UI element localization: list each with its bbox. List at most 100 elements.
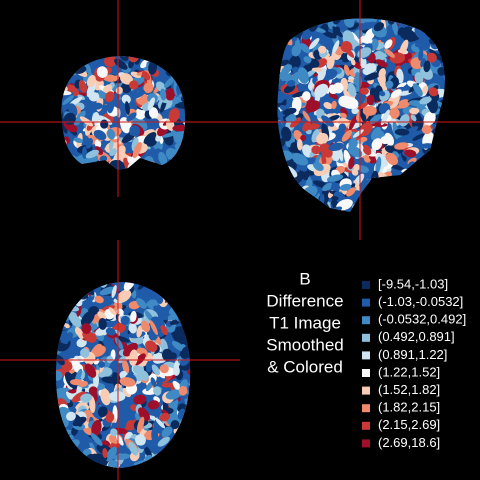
legend-label: [-9.54,-1.03]: [378, 276, 448, 291]
slice-patch: [61, 160, 70, 170]
slice-patch: [91, 419, 102, 437]
brain-slice: [55, 282, 191, 468]
slice-patch: [59, 444, 72, 450]
slice-patch: [411, 196, 424, 208]
slice-patch: [61, 157, 65, 168]
slice-patch: [445, 195, 455, 209]
slice-patch: [307, 207, 318, 213]
slice-patch: [386, 188, 394, 201]
slice-patch: [55, 437, 59, 444]
slice-patch: [171, 340, 186, 352]
slice-patch: [58, 302, 73, 313]
slice-patch: [445, 82, 459, 101]
slice-patch: [419, 143, 433, 149]
slice-patch: [322, 182, 333, 192]
slice-patch: [148, 61, 158, 75]
slice-patch: [395, 104, 409, 109]
slice-patch: [71, 56, 77, 65]
slice-patch: [61, 65, 68, 75]
legend-swatch: [362, 281, 370, 289]
slice-patch: [379, 90, 386, 97]
slice-patch: [432, 36, 445, 43]
slice-patch: [372, 190, 382, 205]
slice-patch: [55, 450, 66, 462]
slice-patch: [437, 170, 445, 180]
slice-patch: [347, 145, 363, 158]
slice-patch: [55, 317, 62, 336]
slice-patch: [179, 162, 186, 170]
slice-patch: [358, 136, 368, 143]
slice-patch: [73, 282, 87, 290]
slice-patch: [444, 48, 457, 65]
slice-patch: [316, 132, 329, 145]
slice-patch: [384, 48, 395, 58]
slice-patch: [172, 447, 184, 459]
slice-patch: [106, 128, 116, 140]
slice-patch: [165, 286, 174, 303]
slice-patch: [384, 132, 395, 146]
slice-patch: [443, 7, 454, 20]
slice-patch: [394, 82, 407, 90]
slice-patch: [92, 59, 100, 67]
slice-patch: [55, 445, 65, 457]
slice-patch: [373, 51, 386, 62]
slice-patch: [318, 45, 327, 54]
slice-patch: [438, 203, 445, 210]
slice-patch: [348, 115, 357, 131]
slice-patch: [373, 189, 384, 199]
slice-patch: [295, 195, 305, 208]
slice-patch: [174, 103, 186, 109]
slice-patch: [291, 22, 303, 30]
slice-patch: [108, 391, 126, 402]
slice-patch: [311, 145, 322, 155]
legend-label: (-0.0532,0.492]: [378, 312, 466, 327]
slice-patch: [132, 142, 142, 159]
slice-patch: [383, 188, 393, 200]
slice-patch: [90, 432, 103, 446]
slice-patch: [384, 182, 398, 192]
slice-patch: [374, 193, 379, 202]
slice-patch: [321, 115, 335, 127]
slice-patch: [277, 198, 286, 209]
slice-patch: [55, 282, 63, 288]
slice-patch: [301, 209, 313, 213]
legend-swatch: [362, 386, 370, 395]
slice-patch: [159, 453, 171, 464]
slice-patch: [178, 64, 186, 71]
slice-patch: [422, 131, 434, 147]
slice-patch: [282, 208, 296, 213]
slice-patch: [386, 8, 398, 19]
slice-patch: [178, 282, 190, 294]
slice-patch: [185, 455, 191, 466]
slice-patch: [416, 181, 429, 193]
slice-patch: [176, 444, 182, 451]
slice-patch: [71, 357, 79, 369]
slice-patch: [399, 114, 410, 127]
legend-label: (0.891,1.22]: [378, 347, 447, 362]
slice-patch: [87, 333, 99, 342]
slice-patch: [166, 451, 181, 463]
slice-patch: [181, 449, 191, 460]
slice-patch: [161, 382, 173, 388]
slice-patch: [183, 423, 191, 433]
slice-patch: [313, 161, 324, 172]
slice-patch: [387, 187, 397, 201]
slice-patch: [120, 73, 133, 85]
slice-patch: [277, 57, 279, 74]
slice-patch: [88, 386, 98, 395]
slice-patch: [171, 60, 180, 68]
slice-patch: [328, 142, 345, 152]
slice-patch: [105, 412, 115, 423]
slice-patch: [444, 84, 445, 92]
slice-patch: [73, 137, 84, 144]
legend-swatch: [362, 316, 370, 325]
slice-patch: [390, 89, 402, 99]
slice-patch: [277, 18, 288, 26]
slice-patch: [159, 282, 171, 290]
slice-patch: [105, 327, 116, 336]
slice-patch: [412, 133, 425, 141]
slice-patch: [176, 463, 184, 468]
slice-patch: [107, 459, 119, 468]
slice-patch: [300, 134, 306, 142]
slice-patch: [70, 282, 79, 287]
